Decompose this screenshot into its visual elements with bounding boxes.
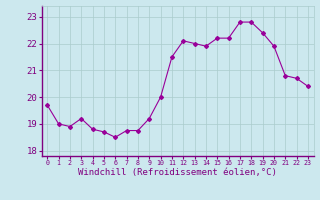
X-axis label: Windchill (Refroidissement éolien,°C): Windchill (Refroidissement éolien,°C) bbox=[78, 168, 277, 177]
